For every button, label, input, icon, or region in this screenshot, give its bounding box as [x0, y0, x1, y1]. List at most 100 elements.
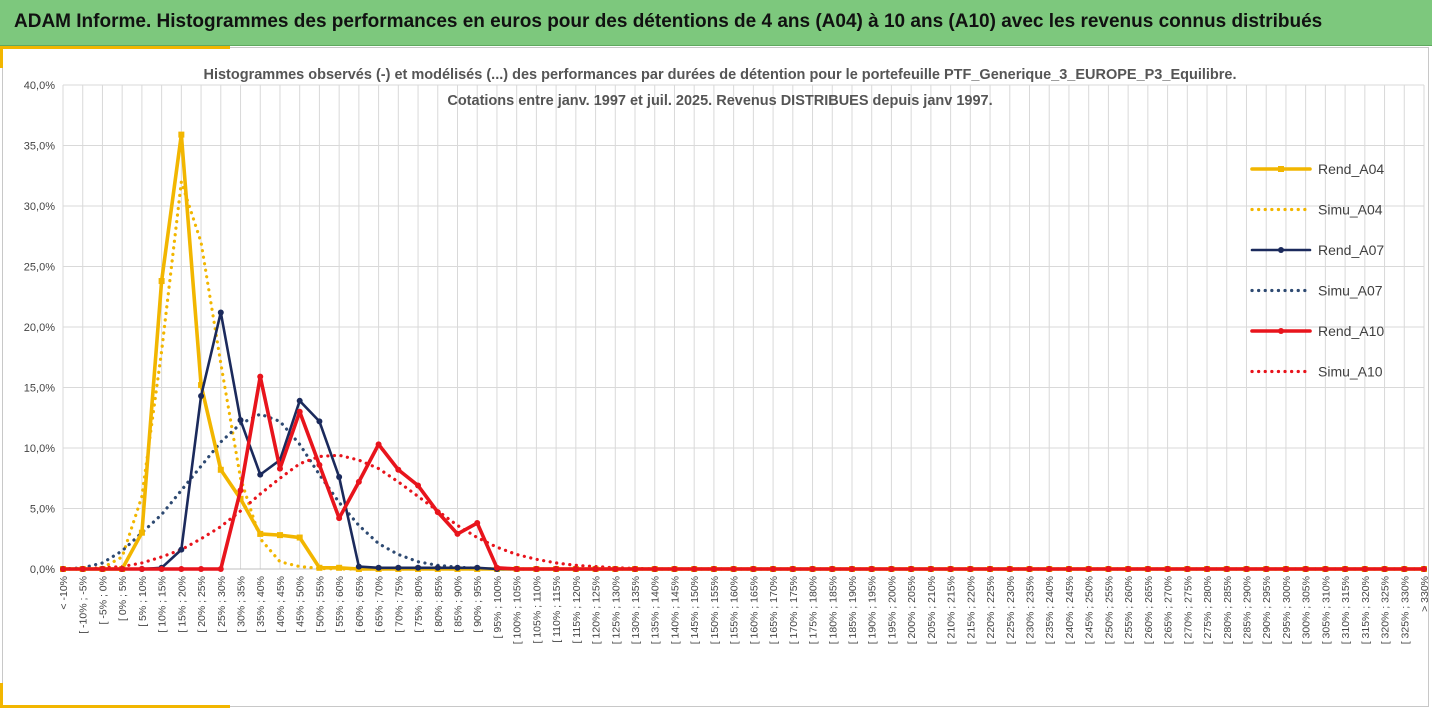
data-point — [809, 566, 816, 572]
data-point — [158, 566, 165, 572]
x-tick-label: [ 35% ; 40% — [255, 576, 267, 633]
x-tick-label: [ 15% ; 20% — [176, 576, 188, 633]
data-point — [395, 564, 402, 571]
y-tick-label: 25,0% — [24, 262, 55, 274]
data-point — [296, 534, 303, 541]
x-tick-label: [ 210% ; 215% — [946, 576, 958, 644]
x-tick-label: [ 125% ; 130% — [610, 576, 622, 644]
accent-bar-left-bottom — [0, 683, 3, 708]
data-point — [789, 566, 796, 572]
data-point — [257, 373, 264, 380]
data-point — [375, 564, 382, 571]
data-point — [1302, 566, 1309, 572]
report-header: ADAM Informe. Histogrammes des performan… — [0, 0, 1432, 46]
data-point — [1342, 566, 1349, 572]
x-tick-label: [ 205% ; 210% — [926, 576, 938, 644]
data-point — [1026, 566, 1033, 572]
x-tick-label: [ 290% ; 295% — [1261, 576, 1273, 644]
x-tick-label: [ 265% ; 270% — [1163, 576, 1175, 644]
data-point — [138, 566, 145, 572]
x-tick-label: [ 5% ; 10% — [137, 576, 149, 627]
x-tick-label: [ 115% ; 120% — [571, 576, 583, 644]
data-point — [888, 566, 895, 572]
data-point — [730, 566, 737, 572]
data-point — [434, 509, 441, 516]
data-point — [178, 546, 185, 553]
data-point — [908, 566, 915, 572]
data-point — [217, 466, 224, 473]
x-tick-label: [ 200% ; 205% — [906, 576, 918, 644]
data-point — [1006, 566, 1013, 572]
data-point — [375, 441, 382, 448]
data-point — [1065, 566, 1072, 572]
data-point — [336, 515, 343, 522]
data-point — [691, 566, 698, 572]
x-tick-label: [ 195% ; 200% — [886, 576, 898, 644]
x-tick-label: [ 130% ; 135% — [630, 576, 642, 644]
chart-title: Histogrammes observés (-) et modélisés (… — [203, 67, 1236, 83]
x-tick-label: [ 230% ; 235% — [1025, 576, 1037, 644]
data-point — [1263, 566, 1270, 572]
data-point — [336, 564, 343, 571]
legend-label: Rend_A07 — [1318, 242, 1384, 258]
data-point — [1381, 566, 1388, 572]
x-tick-label: [ 30% ; 35% — [236, 576, 248, 633]
y-tick-label: 5,0% — [30, 504, 55, 516]
data-point — [750, 566, 757, 572]
x-tick-label: [ 315% ; 320% — [1360, 576, 1372, 644]
y-tick-label: 15,0% — [24, 383, 55, 395]
x-tick-label: [ 190% ; 195% — [867, 576, 879, 644]
data-point — [927, 566, 934, 572]
data-point — [257, 471, 264, 478]
y-tick-label: 20,0% — [24, 322, 55, 334]
x-tick-label: [ 260% ; 265% — [1143, 576, 1155, 644]
x-tick-label: [ 305% ; 310% — [1320, 576, 1332, 644]
data-point — [257, 530, 264, 537]
data-point — [1085, 566, 1092, 572]
data-point — [1401, 566, 1408, 572]
x-tick-label: [ 140% ; 145% — [669, 576, 681, 644]
data-point — [237, 487, 244, 494]
series-line-rend-a10 — [61, 374, 1426, 571]
data-point — [296, 408, 303, 415]
data-point — [1322, 566, 1329, 572]
x-tick-label: [ 105% ; 110% — [531, 576, 543, 644]
axes: 0,0% 5,0% 10,0% 15,0% 20,0% 25,0% 30,0% 35,0% 40… — [24, 80, 1431, 644]
accent-bar-bottom — [0, 705, 230, 708]
x-tick-label: [ 0% ; 5% — [117, 576, 129, 621]
data-point — [198, 392, 205, 399]
data-point — [276, 532, 283, 539]
legend-marker — [1278, 166, 1284, 172]
data-point — [967, 566, 974, 572]
x-tick-label: [ 300% ; 305% — [1301, 576, 1313, 644]
data-point — [987, 566, 994, 572]
x-tick-label: [ 70% ; 75% — [393, 576, 405, 633]
x-tick-label: [ 75% ; 80% — [413, 576, 425, 633]
y-tick-label: 35,0% — [24, 141, 55, 153]
data-point — [612, 566, 619, 572]
series-line-rend-a07 — [61, 311, 1426, 571]
legend-label: Simu_A07 — [1318, 283, 1383, 299]
data-point — [316, 461, 323, 468]
x-tick-label: [ 220% ; 225% — [985, 576, 997, 644]
data-point — [533, 566, 540, 572]
x-tick-label: [ 55% ; 60% — [334, 576, 346, 633]
y-tick-label: 0,0% — [30, 564, 55, 576]
data-point — [395, 466, 402, 473]
data-point — [316, 418, 323, 425]
series-line-rend-a04 — [61, 132, 1426, 571]
data-point — [1046, 566, 1053, 572]
data-point — [1105, 566, 1112, 572]
y-tick-label: 40,0% — [24, 80, 55, 92]
data-point — [415, 564, 422, 571]
x-tick-label: [ 45% ; 50% — [295, 576, 307, 633]
data-point — [237, 417, 244, 424]
x-tick-label: [ 275% ; 280% — [1202, 576, 1214, 644]
data-point — [316, 564, 323, 571]
data-point — [434, 564, 441, 571]
data-point — [336, 474, 343, 481]
x-tick-label: < -10% — [58, 576, 70, 610]
data-point — [1144, 566, 1151, 572]
x-tick-label: [ 235% ; 240% — [1044, 576, 1056, 644]
legend-label: Simu_A04 — [1318, 202, 1383, 218]
